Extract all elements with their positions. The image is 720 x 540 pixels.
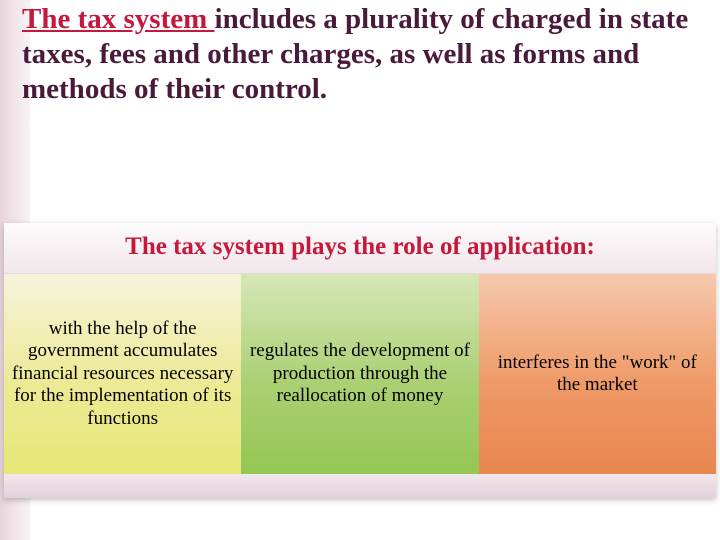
roles-table: The tax system plays the role of applica…	[4, 223, 716, 498]
table-body-row: with the help of the government accumula…	[4, 274, 716, 474]
intro-paragraph: The tax system includes a plurality of c…	[22, 2, 702, 106]
table-footer	[4, 474, 716, 498]
table-cell-1: regulates the development of production …	[241, 274, 478, 474]
table-cell-0: with the help of the government accumula…	[4, 274, 241, 474]
table-header: The tax system plays the role of applica…	[4, 223, 716, 274]
intro-underlined: The tax system	[22, 3, 215, 35]
table-cell-2: interferes in the "work" of the market	[479, 274, 716, 474]
